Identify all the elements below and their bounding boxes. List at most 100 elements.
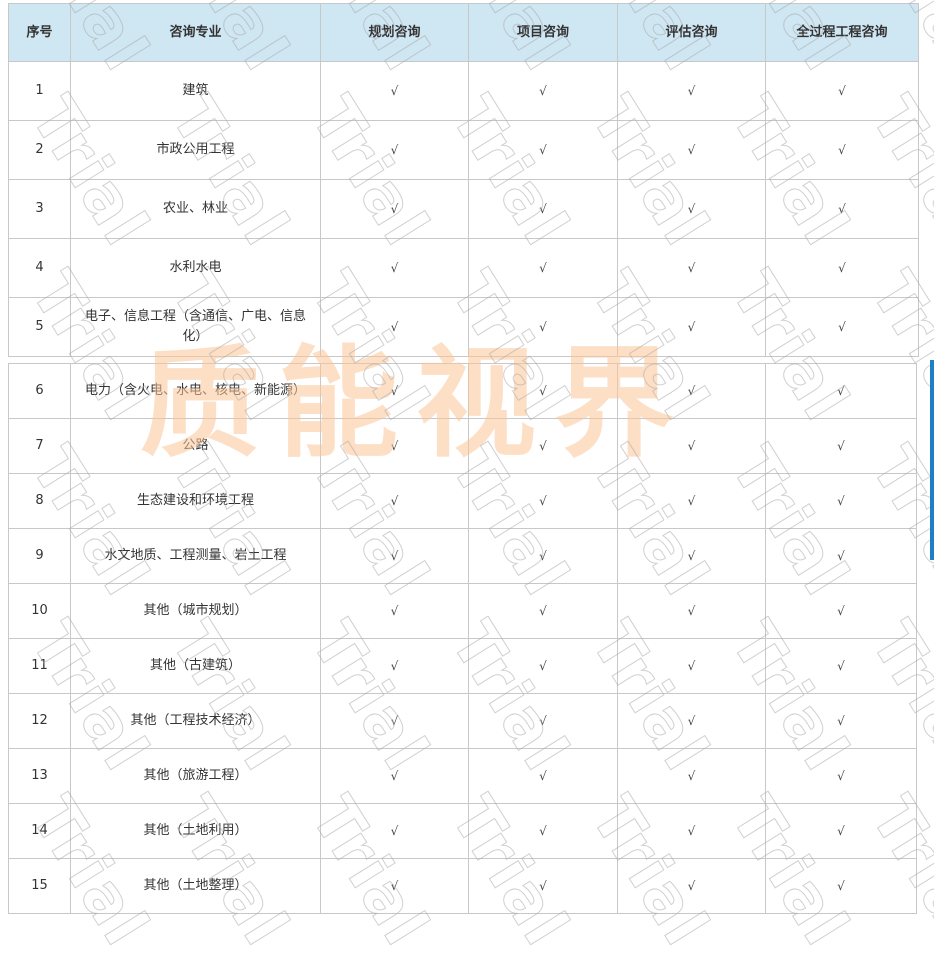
check-evaluation: √ [617,748,766,804]
check-planning: √ [320,120,469,180]
row-number: 15 [8,858,71,914]
check-project: √ [468,748,618,804]
row-number: 1 [8,61,71,121]
table-row: 5 电子、信息工程（含通信、广电、信息化） √ √ √ √ [8,297,919,357]
row-specialty: 其他（工程技术经济） [70,693,321,749]
check-evaluation: √ [617,297,766,357]
check-project: √ [468,363,618,419]
check-project: √ [468,238,618,298]
table-row: 4 水利水电 √ √ √ √ [8,238,919,298]
check-whole-process: √ [765,179,919,239]
row-number: 4 [8,238,71,298]
check-planning: √ [320,528,469,584]
row-specialty: 其他（旅游工程） [70,748,321,804]
table-row: 15 其他（土地整理） √ √ √ √ [8,858,917,914]
check-project: √ [468,803,618,859]
check-whole-process: √ [765,363,917,419]
row-specialty: 建筑 [70,61,321,121]
table-row: 3 农业、林业 √ √ √ √ [8,179,919,239]
check-evaluation: √ [617,238,766,298]
table-row: 6 电力（含火电、水电、核电、新能源） √ √ √ √ [8,363,917,419]
check-evaluation: √ [617,120,766,180]
check-planning: √ [320,638,469,694]
row-specialty: 电子、信息工程（含通信、广电、信息化） [70,297,321,357]
table-row: 1 建筑 √ √ √ √ [8,61,919,121]
check-project: √ [468,638,618,694]
check-whole-process: √ [765,238,919,298]
check-whole-process: √ [765,748,917,804]
check-evaluation: √ [617,858,766,914]
row-number: 9 [8,528,71,584]
row-specialty: 市政公用工程 [70,120,321,180]
row-specialty: 生态建设和环境工程 [70,473,321,529]
check-planning: √ [320,693,469,749]
check-whole-process: √ [765,528,917,584]
check-whole-process: √ [765,638,917,694]
check-evaluation: √ [617,418,766,474]
check-project: √ [468,858,618,914]
check-evaluation: √ [617,179,766,239]
table-row: 12 其他（工程技术经济） √ √ √ √ [8,693,917,749]
check-evaluation: √ [617,583,766,639]
check-evaluation: √ [617,473,766,529]
row-number: 6 [8,363,71,419]
row-specialty: 其他（土地整理） [70,858,321,914]
check-project: √ [468,120,618,180]
table-row: 10 其他（城市规划） √ √ √ √ [8,583,917,639]
check-project: √ [468,418,618,474]
row-number: 13 [8,748,71,804]
check-project: √ [468,179,618,239]
row-specialty: 水文地质、工程测量、岩土工程 [70,528,321,584]
check-whole-process: √ [765,583,917,639]
row-number: 11 [8,638,71,694]
header-whole-process: 全过程工程咨询 [765,3,919,62]
row-specialty: 水利水电 [70,238,321,298]
table-row: 11 其他（古建筑） √ √ √ √ [8,638,917,694]
check-project: √ [468,473,618,529]
row-specialty: 其他（古建筑） [70,638,321,694]
check-evaluation: √ [617,693,766,749]
check-planning: √ [320,858,469,914]
check-whole-process: √ [765,61,919,121]
table-row: 7 公路 √ √ √ √ [8,418,917,474]
table-row: 9 水文地质、工程测量、岩土工程 √ √ √ √ [8,528,917,584]
check-evaluation: √ [617,61,766,121]
check-planning: √ [320,297,469,357]
header-planning: 规划咨询 [320,3,469,62]
row-number: 12 [8,693,71,749]
check-evaluation: √ [617,363,766,419]
check-planning: √ [320,803,469,859]
check-planning: √ [320,418,469,474]
check-planning: √ [320,363,469,419]
scrollbar-edge [930,360,934,560]
header-evaluation: 评估咨询 [617,3,766,62]
row-number: 14 [8,803,71,859]
check-planning: √ [320,179,469,239]
check-whole-process: √ [765,120,919,180]
check-project: √ [468,528,618,584]
check-whole-process: √ [765,803,917,859]
check-planning: √ [320,238,469,298]
check-planning: √ [320,583,469,639]
header-no: 序号 [8,3,71,62]
table-row: 8 生态建设和环境工程 √ √ √ √ [8,473,917,529]
header-project: 项目咨询 [468,3,618,62]
check-whole-process: √ [765,297,919,357]
row-number: 3 [8,179,71,239]
row-number: 7 [8,418,71,474]
qualification-table-part-1: 序号 咨询专业 规划咨询 项目咨询 评估咨询 全过程工程咨询 1 建筑 √ √ √ √ 2 市… [8,3,919,357]
check-evaluation: √ [617,638,766,694]
check-whole-process: √ [765,858,917,914]
row-specialty: 电力（含火电、水电、核电、新能源） [70,363,321,419]
row-specialty: 公路 [70,418,321,474]
qualification-table-part-2: 6 电力（含火电、水电、核电、新能源） √ √ √ √ 7 公路 √ √ √ √ 8 生态建设和环境工程 √… [8,363,917,914]
table-header-row: 序号 咨询专业 规划咨询 项目咨询 评估咨询 全过程工程咨询 [8,3,919,62]
table-row: 13 其他（旅游工程） √ √ √ √ [8,748,917,804]
table-row: 2 市政公用工程 √ √ √ √ [8,120,919,180]
row-specialty: 其他（城市规划） [70,583,321,639]
check-whole-process: √ [765,473,917,529]
row-number: 2 [8,120,71,180]
check-planning: √ [320,473,469,529]
check-evaluation: √ [617,528,766,584]
header-specialty: 咨询专业 [70,3,321,62]
